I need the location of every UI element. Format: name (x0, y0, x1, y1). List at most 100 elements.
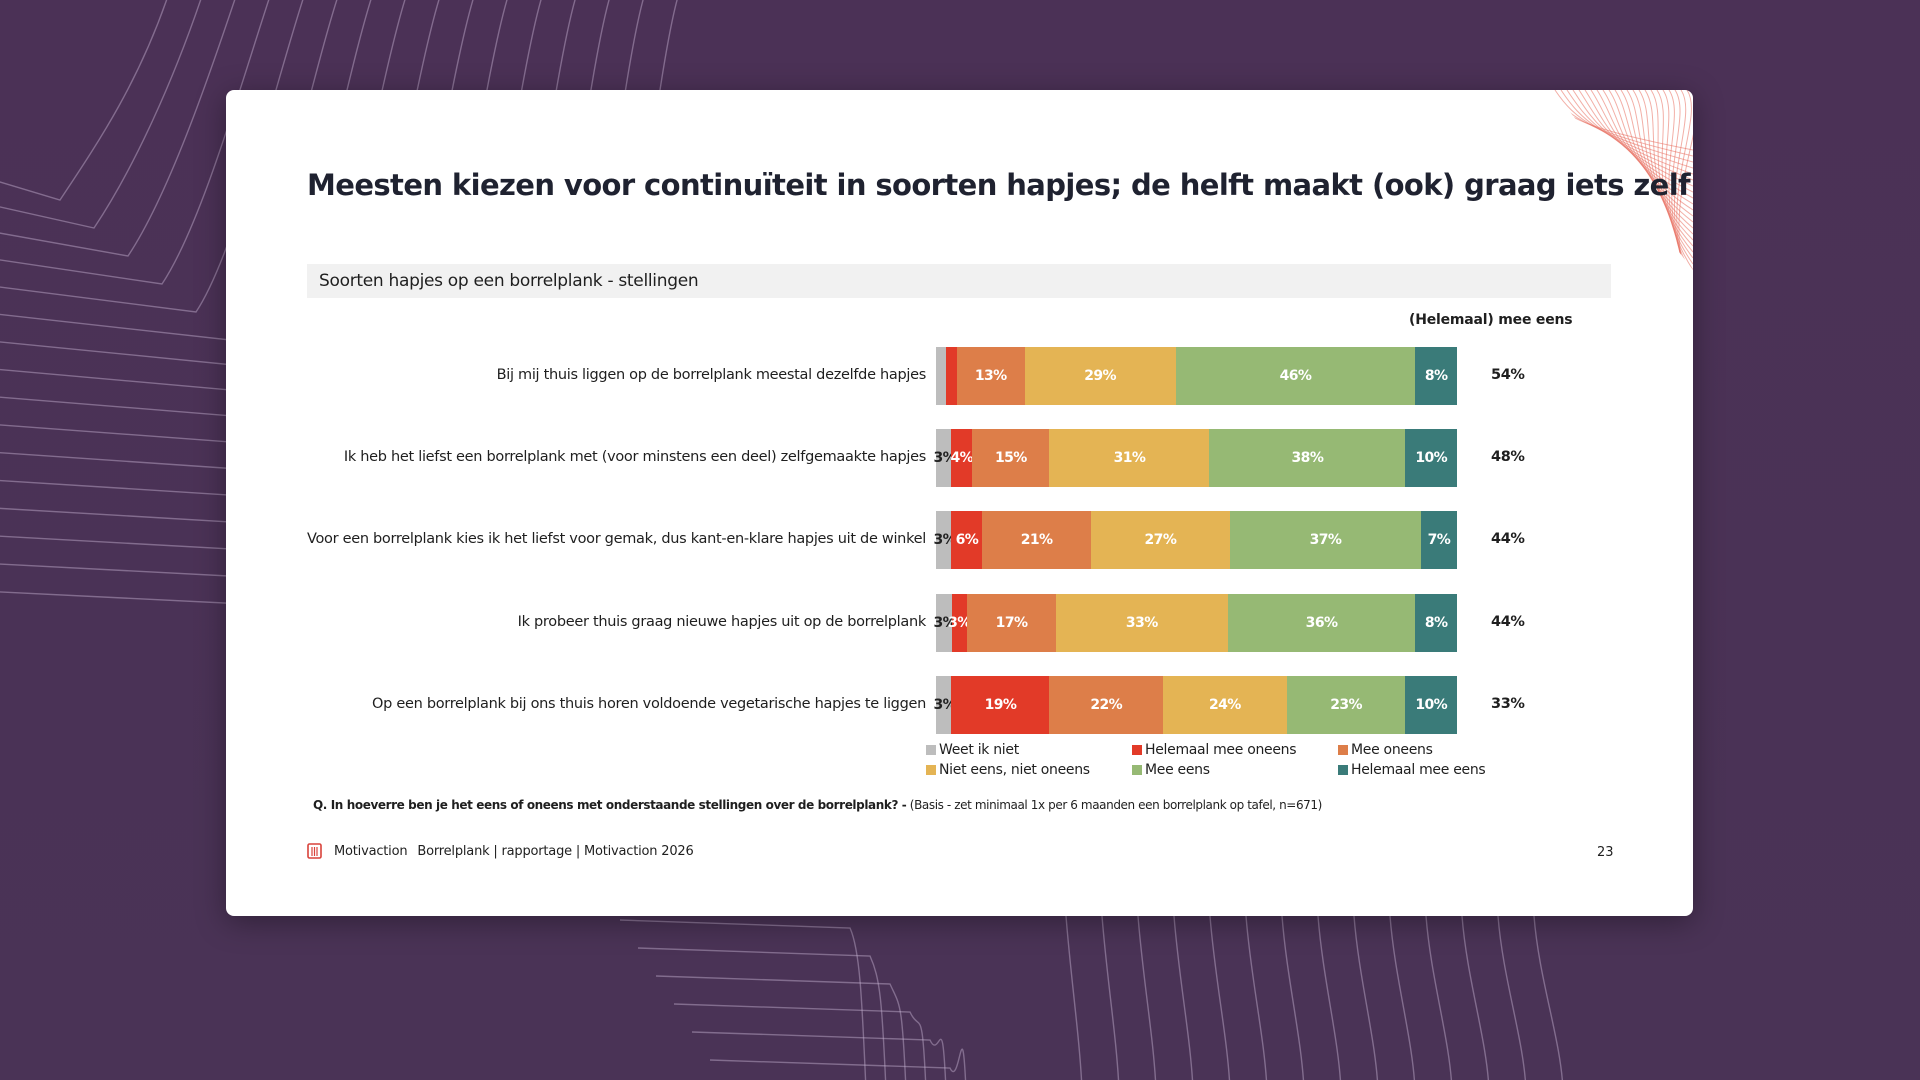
agree-total: 48% (1491, 449, 1525, 466)
legend-label: Niet eens, niet oneens (939, 762, 1090, 778)
background-line (691, 1031, 947, 1080)
slide-card: Meesten kiezen voor continuïteit in soor… (226, 90, 1693, 916)
agree-total: 54% (1491, 367, 1525, 383)
background-line (1497, 915, 1527, 1080)
agree-total-header: (Helemaal) mee eens (1409, 312, 1573, 328)
bar-segment (1227, 593, 1416, 652)
legend-label: Weet ik niet (939, 742, 1019, 758)
bar-segment (951, 429, 973, 488)
footer-brand: Motivaction (334, 843, 408, 859)
category-label: Ik probeer thuis graag nieuwe hapjes uit… (517, 613, 927, 630)
question-text: Q. In hoeverre ben je het eens of oneens… (313, 798, 907, 812)
category-labels: Bij mij thuis liggen op de borrelplank m… (226, 90, 926, 916)
bar-segment (1024, 347, 1177, 405)
corner-line (1656, 90, 1693, 265)
footer: Motivaction Borrelplank | rapportage | M… (307, 843, 694, 859)
bar-data-label: 33% (1125, 614, 1158, 631)
background-line (619, 919, 867, 1080)
bar-data-label: 31% (1113, 450, 1146, 467)
bar-data-label: 3% (948, 614, 971, 631)
background-line (0, 0, 202, 229)
footer-breadcrumb: Borrelplank | rapportage | Motivaction 2… (417, 843, 694, 859)
corner-line (1566, 90, 1693, 175)
bar-segment (956, 347, 1026, 405)
bar-segment (936, 511, 952, 570)
bar-data-label: 15% (994, 450, 1027, 467)
legend-item: Niet eens, niet oneens (926, 762, 1132, 778)
bar-data-label: 29% (1084, 368, 1116, 384)
section-band: Soorten hapjes op een borrelplank - stel… (307, 264, 1611, 298)
bar-data-label: 3% (933, 532, 957, 549)
bar-data-label: 4% (950, 450, 974, 467)
bar-segment (1175, 347, 1416, 405)
bar-segment (972, 429, 1050, 488)
category-label: Bij mij thuis liggen op de borrelplank m… (496, 367, 927, 383)
stacked-bars: 13% 29% 46% 8% 3% 4% 15% 31% 38% 10% 3% 6% 21% 27% 37%… (933, 347, 1458, 737)
bar-data-label: 10% (1415, 696, 1448, 713)
legend-swatch (1338, 745, 1348, 755)
background-line (1137, 915, 1157, 1080)
bar-segment (951, 675, 1050, 734)
bar-segment (1090, 511, 1231, 570)
category-label: Ik heb het liefst een borrelplank met (v… (343, 449, 926, 466)
bar-segment (1049, 675, 1164, 734)
corner-line (1632, 90, 1693, 241)
bar-segment (1049, 429, 1210, 488)
background-line (0, 0, 236, 257)
legend-swatch (926, 765, 936, 775)
legend-item: Mee oneens (1338, 742, 1486, 758)
bar-data-label: 6% (955, 532, 979, 549)
category-label: Op een borrelplank bij ons thuis horen v… (372, 695, 926, 712)
background-line (1245, 915, 1268, 1080)
question-note: Q. In hoeverre ben je het eens of oneens… (313, 798, 1322, 812)
corner-line (1560, 90, 1693, 169)
legend-item: Helemaal mee oneens (1132, 742, 1338, 758)
bar-data-label: 36% (1305, 614, 1338, 631)
motivaction-logo-icon (307, 843, 322, 859)
bar-segment (936, 593, 953, 652)
background-line (1317, 915, 1342, 1080)
legend-swatch (1338, 765, 1348, 775)
corner-line (1608, 90, 1693, 217)
legend-item: Helemaal mee eens (1338, 762, 1486, 778)
bar-segment (1162, 675, 1288, 734)
bar-segment (1209, 429, 1406, 488)
bar-data-label: 3% (933, 450, 957, 467)
bar-segment (946, 347, 958, 405)
legend-item: Weet ik niet (926, 742, 1132, 758)
background-line (1065, 915, 1083, 1080)
bar-segment (967, 593, 1057, 652)
bar-segment (936, 429, 952, 488)
background-line (655, 975, 907, 1080)
background-line (1353, 915, 1379, 1080)
background-line (1461, 915, 1490, 1080)
agree-total: 33% (1491, 695, 1525, 712)
background-line (1173, 915, 1194, 1080)
bar-segment (1230, 511, 1422, 570)
bar-segment (1405, 675, 1458, 734)
bar-segment (936, 675, 952, 734)
background-line (1425, 915, 1453, 1080)
bar-segment (982, 511, 1092, 570)
bar-data-label: 21% (1020, 532, 1053, 549)
chart-legend: Weet ik niet Helemaal mee oneens Mee oneen… (926, 742, 1486, 778)
legend-label: Helemaal mee oneens (1145, 742, 1297, 758)
corner-line-decoration (1553, 90, 1693, 270)
bar-segment (1415, 347, 1458, 405)
legend-label: Mee eens (1145, 762, 1210, 778)
bar-data-label: 19% (984, 696, 1017, 713)
background-line (1101, 915, 1120, 1080)
bar-data-label: 46% (1279, 368, 1312, 384)
bar-segment (951, 511, 983, 570)
bar-segment (1420, 511, 1458, 570)
bar-data-label: 17% (995, 614, 1028, 631)
bar-data-label: 7% (1427, 532, 1451, 549)
bar-data-label: 8% (1424, 368, 1448, 384)
bar-segment (936, 347, 947, 405)
background-line (1209, 915, 1231, 1080)
bar-segment (1415, 593, 1458, 652)
slide-title: Meesten kiezen voor continuïteit in soor… (307, 168, 1691, 202)
bar-data-label: 13% (974, 368, 1007, 384)
bar-segment (1405, 429, 1458, 488)
background-line (1533, 915, 1564, 1080)
